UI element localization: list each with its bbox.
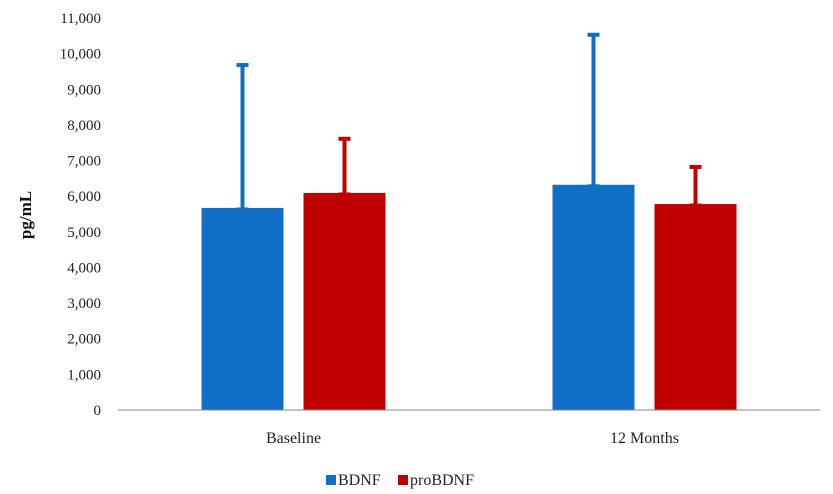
bar	[552, 184, 635, 410]
legend: BDNF proBDNF	[326, 472, 474, 489]
bar	[654, 204, 737, 410]
y-tick-label: 10,000	[60, 47, 101, 63]
y-tick-label: 5,000	[67, 225, 101, 241]
bar	[303, 192, 386, 410]
y-axis-label: pg/mL	[16, 191, 35, 239]
legend-swatch	[326, 475, 336, 485]
legend-label: proBDNF	[410, 472, 474, 489]
bar	[201, 207, 284, 410]
x-tick-label: Baseline	[266, 430, 321, 447]
category-labels: Baseline 12 Months	[266, 430, 679, 447]
y-tick-label: 3,000	[67, 296, 101, 312]
y-tick-label: 2,000	[67, 332, 101, 348]
y-tick-label: 7,000	[67, 154, 101, 170]
y-tick-label: 9,000	[67, 82, 101, 98]
y-tick-label: 8,000	[67, 118, 101, 134]
legend-swatch	[398, 475, 408, 485]
y-tick-label: 11,000	[60, 11, 101, 27]
y-axis-ticks: 0 1,000 2,000 3,000 4,000 5,000 6,000 7,000 8,00…	[60, 11, 101, 419]
y-tick-label: 0	[94, 403, 102, 419]
y-tick-label: 4,000	[67, 260, 101, 276]
y-tick-label: 6,000	[67, 189, 101, 205]
y-tick-label: 1,000	[67, 367, 101, 383]
legend-label: BDNF	[338, 472, 381, 489]
bars-group	[201, 32, 737, 410]
x-tick-label: 12 Months	[610, 430, 679, 447]
